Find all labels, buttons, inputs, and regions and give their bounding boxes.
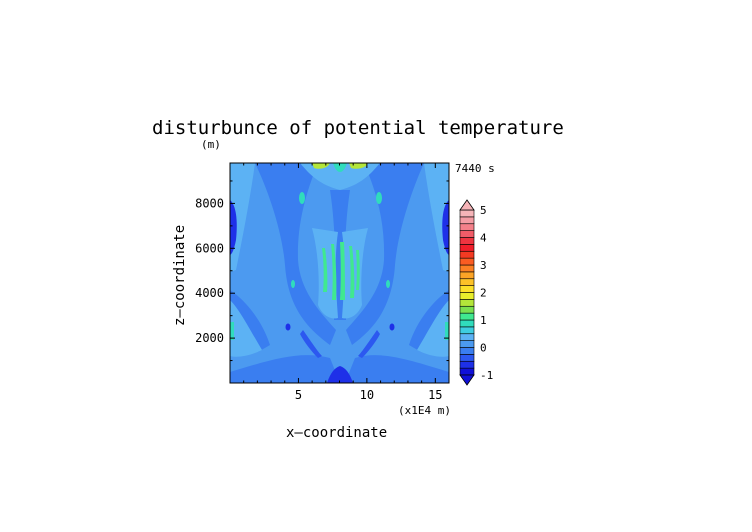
colorbar-bin: [459, 209, 475, 218]
colorbar-bin: [459, 367, 475, 376]
colorbar-tick-label: 5: [480, 204, 487, 217]
colorbar-bin: [459, 354, 475, 362]
colorbar-bin: [459, 299, 475, 307]
plot-area: [230, 163, 449, 383]
colorbar-tick-label: 1: [480, 314, 487, 327]
contour-region: [342, 228, 368, 319]
x-axis-label: x—coordinate: [286, 425, 387, 441]
colorbar-bin: [459, 292, 475, 300]
contour-region: [445, 322, 449, 340]
colorbar-bin: [459, 244, 475, 252]
contour-region: [409, 290, 449, 352]
y-axis-label: z—coordinate: [172, 225, 188, 326]
colorbar-bin: [459, 223, 475, 231]
unit-label: (m): [201, 138, 221, 151]
y-tick-label: 4000: [195, 286, 224, 300]
time-label: 7440 s: [455, 162, 495, 175]
y-axis: 2000 4000 6000 8000: [195, 180, 449, 362]
contour-region: [349, 163, 368, 169]
contour-region: [230, 163, 255, 272]
contour-region: [285, 323, 291, 331]
colorbar-bin: [459, 250, 475, 259]
contour-region: [230, 355, 340, 383]
contour-region: [255, 163, 336, 345]
y-tick-label: 6000: [195, 241, 224, 255]
x-tick-label: 10: [360, 388, 374, 402]
contour-region: [330, 190, 350, 320]
contour-region: [389, 323, 395, 331]
contour-region: [300, 163, 380, 190]
colorbar-tick-label: 0: [480, 342, 487, 355]
colorbar-bin: [459, 340, 475, 348]
colorbar-bin: [459, 326, 475, 335]
colorbar-tick-label: -1: [480, 369, 493, 382]
colorbar-bin: [459, 285, 475, 293]
contour-region: [291, 280, 295, 288]
contour-region: [333, 163, 347, 172]
colorbar-bin: [459, 271, 475, 280]
colorbar-bin: [459, 216, 475, 225]
y-tick-label: 8000: [195, 196, 224, 210]
colorbar-bin: [459, 333, 475, 341]
contour-region: [386, 280, 390, 288]
contour-region: [331, 244, 337, 300]
colorbar-tick-label: 2: [480, 287, 487, 300]
x-axis: 5 10 15: [243, 163, 443, 402]
x-tick-label: 15: [428, 388, 442, 402]
colorbar-bin: [459, 305, 475, 314]
colorbar-bin: [459, 257, 475, 266]
colorbar-bin: [459, 319, 475, 328]
colorbar-bin: [459, 230, 475, 238]
contour-region: [300, 330, 322, 358]
y-tick-label: 2000: [195, 331, 224, 345]
colorbar: -1 0 1 2 3 4 5: [459, 199, 493, 386]
colorbar-bin: [459, 360, 475, 369]
contour-region: [356, 250, 360, 290]
colorbar-over-triangle: [459, 199, 475, 211]
x-tick-label: 5: [295, 388, 302, 402]
contour-region: [376, 192, 382, 204]
contour-region: [424, 163, 449, 272]
chart-title: disturbunce of potential temperature: [152, 117, 564, 139]
contour-region: [346, 163, 424, 345]
colorbar-bin: [459, 237, 475, 245]
contour-region: [417, 300, 449, 357]
x-scale-label: (x1E4 m): [398, 404, 451, 417]
contour-region: [442, 200, 449, 255]
contour-region: [322, 248, 328, 292]
colorbar-bin: [459, 264, 475, 273]
colorbar-tick-label: 4: [480, 232, 487, 245]
contour-region: [299, 192, 305, 204]
contour-region: [327, 366, 353, 383]
contour-region: [345, 355, 449, 383]
colorbar-under-triangle: [459, 374, 475, 386]
colorbar-bin: [459, 312, 475, 321]
contour-region: [358, 330, 380, 358]
colorbar-tick-label: 3: [480, 259, 487, 272]
contour-region: [230, 300, 262, 357]
contour-region: [349, 246, 355, 298]
contour-region: [230, 200, 237, 255]
colorbar-bin: [459, 347, 475, 355]
contour-region: [230, 322, 234, 340]
contour-region: [340, 242, 345, 300]
contour-region: [230, 290, 270, 352]
colorbar-bin: [459, 278, 475, 286]
